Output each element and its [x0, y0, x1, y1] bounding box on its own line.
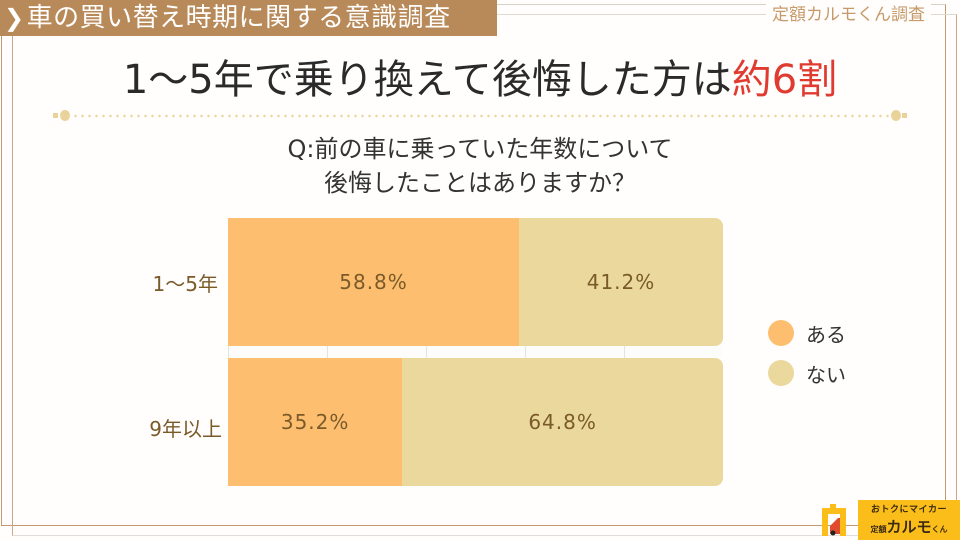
category-label-1-5-years: 1～5年	[152, 272, 218, 296]
bar-segment-yes: 58.8%	[228, 218, 520, 346]
car-logo-icon	[822, 504, 846, 536]
divider-dot-right	[891, 110, 901, 121]
legend-label: ある	[806, 322, 846, 347]
legend-swatch-no	[768, 360, 794, 386]
survey-source-label: 定額カルモくん調査	[766, 2, 931, 28]
legend-item-yes: ある	[768, 313, 846, 353]
question-line-1: Q:前の車に乗っていた年数について	[287, 135, 673, 163]
chevron-right-icon: ❯	[4, 4, 25, 32]
gridline	[426, 346, 427, 358]
brand-logo: おトクにマイカー 定額カルモくん	[822, 500, 960, 540]
segment-value-label: 35.2%	[280, 410, 350, 434]
gridline	[327, 346, 328, 358]
headline-accent: 約6割	[731, 57, 838, 103]
segment-value-label: 41.2%	[586, 270, 656, 294]
segment-value-label: 58.8%	[339, 270, 408, 294]
stacked-bar-chart: 58.8% 41.2% 35.2% 64.8%	[228, 218, 723, 486]
legend-item-no: ない	[768, 353, 846, 393]
bar-segment-no: 41.2%	[519, 218, 723, 346]
gridline	[624, 346, 625, 358]
grid-band	[228, 346, 723, 358]
gridline	[525, 346, 526, 358]
survey-title-badge: ❯ 車の買い替え時期に関する意識調査	[0, 0, 497, 36]
logo-tagline: おトクにマイカー	[870, 505, 947, 515]
gridline	[228, 346, 229, 358]
bar-segment-no: 64.8%	[402, 358, 723, 486]
bar-row-1-5-years: 58.8% 41.2%	[228, 218, 723, 346]
headline: 1～5年で乗り換えて後悔した方は約6割	[0, 50, 960, 110]
legend-swatch-yes	[768, 320, 794, 346]
headline-main: 1～5年で乗り換えて後悔した方は	[122, 57, 732, 103]
segment-value-label: 64.8%	[528, 410, 597, 434]
category-label-9-plus-years: 9年以上	[149, 417, 222, 441]
question-line-2: 後悔したことはありますか？	[324, 169, 636, 197]
bar-row-9-plus-years: 35.2% 64.8%	[228, 358, 723, 486]
question-text: Q:前の車に乗っていた年数について 後悔したことはありますか？	[0, 132, 960, 200]
legend-label: ない	[806, 362, 846, 387]
divider-square-right	[902, 113, 907, 118]
dotted-divider	[58, 114, 898, 118]
chart-legend: ある ない	[768, 313, 846, 393]
divider-square-left	[53, 113, 58, 118]
survey-title: 車の買い替え時期に関する意識調査	[26, 3, 451, 33]
logo-wordmark: おトクにマイカー 定額カルモくん	[858, 500, 960, 540]
bar-segment-yes: 35.2%	[228, 358, 403, 486]
logo-name: 定額カルモくん	[870, 518, 948, 536]
